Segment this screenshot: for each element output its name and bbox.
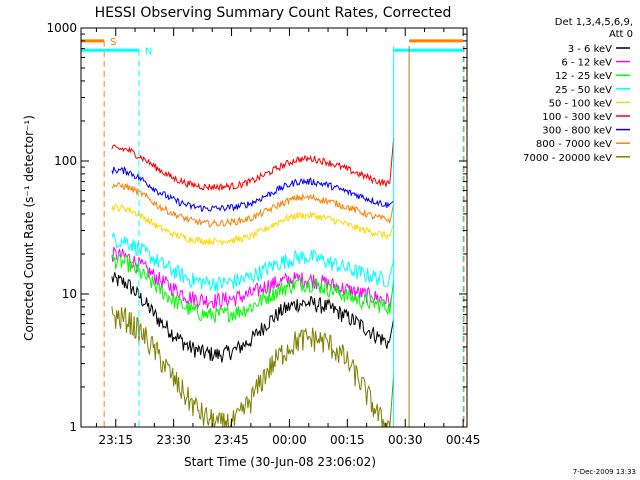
legend-label: 50 - 100 keV: [549, 98, 613, 109]
x-tick-label: 23:45: [214, 433, 249, 447]
y-tick-label: 10: [62, 287, 77, 301]
x-tick-label: 00:15: [330, 433, 365, 447]
series-line: [111, 137, 395, 192]
series-line: [111, 203, 395, 246]
legend-label: 300 - 800 keV: [542, 126, 612, 137]
legend-label: 3 - 6 keV: [568, 44, 612, 55]
series-line: [111, 272, 395, 363]
series-line: [111, 252, 395, 323]
legend-label: 7000 - 20000 keV: [523, 153, 612, 164]
x-axis: 23:15 23:30 23:45 00:00 00:15 00:30 00:45: [95, 28, 481, 447]
legend-label: 800 - 7000 keV: [536, 139, 612, 150]
y-tick-label: 100: [54, 154, 77, 168]
x-tick-label: 23:30: [156, 433, 191, 447]
x-tick-label: 00:45: [446, 433, 481, 447]
x-tick-label: 00:30: [388, 433, 423, 447]
legend: Det 1,3,4,5,6,9, Att 0 3 - 6 keV 6 - 12 k…: [523, 17, 633, 164]
y-axis-label: Corrected Count Rate (s⁻¹ detector⁻¹): [22, 115, 36, 341]
series-line: [111, 165, 395, 212]
legend-label: 12 - 25 keV: [555, 71, 612, 82]
series-line: [111, 232, 395, 292]
x-tick-label: 00:00: [272, 433, 307, 447]
legend-header-detectors: Det 1,3,4,5,6,9,: [555, 17, 633, 28]
y-tick-label: 1: [69, 420, 77, 434]
plot-area: [111, 137, 395, 428]
legend-label: 6 - 12 keV: [561, 58, 612, 69]
legend-label: 25 - 50 keV: [555, 85, 612, 96]
marker-label: S: [110, 37, 116, 48]
y-axis: 1 10 100 1000: [46, 21, 467, 434]
series-line: [111, 306, 395, 428]
x-tick-label: 23:15: [98, 433, 133, 447]
chart-title: HESSI Observing Summary Count Rates, Cor…: [95, 5, 452, 21]
legend-header-attenuator: Att 0: [609, 29, 633, 40]
plot-frame: [80, 27, 468, 428]
x-axis-label: Start Time (30-Jun-08 23:06:02): [184, 455, 376, 469]
marker-label: N: [145, 46, 152, 57]
series-line: [111, 181, 395, 228]
y-tick-label: 1000: [46, 21, 77, 35]
legend-label: 100 - 300 keV: [542, 112, 612, 123]
timestamp: 7-Dec-2009 13:33: [573, 468, 636, 476]
attenuator-markers: SN: [81, 37, 465, 427]
